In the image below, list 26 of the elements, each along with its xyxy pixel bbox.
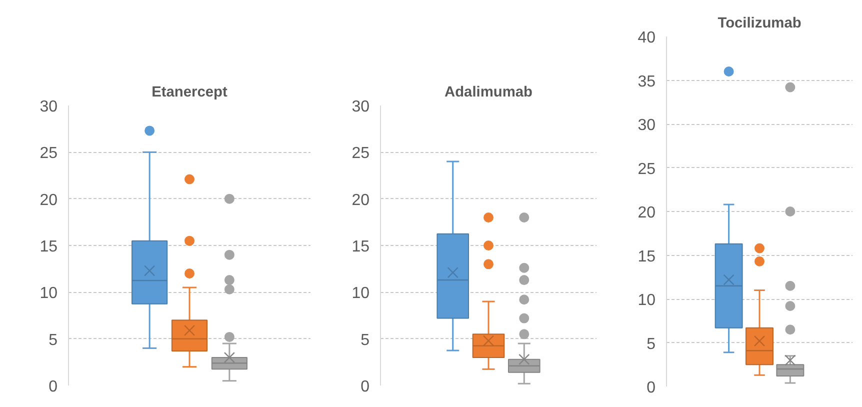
y-tick-label: 10 — [40, 285, 58, 302]
y-tick-label: 10 — [638, 292, 656, 309]
y-tick-label: 20 — [352, 192, 370, 209]
y-tick-label: 5 — [646, 336, 656, 353]
chart-title: Adalimumab — [444, 84, 533, 100]
y-tick-label: 35 — [638, 73, 656, 90]
y-tick-label: 15 — [352, 238, 370, 256]
y-tick-label: 15 — [40, 238, 58, 256]
y-tick-label: 20 — [638, 204, 656, 222]
y-tick-label: 5 — [48, 332, 58, 349]
chart-title: Etanercept — [152, 84, 228, 100]
y-tick-label: 25 — [638, 160, 656, 178]
y-tick-label: 30 — [40, 98, 58, 116]
y-tick-label: 15 — [638, 248, 656, 266]
y-tick-label: 5 — [360, 332, 370, 349]
y-tick-label: 0 — [48, 378, 58, 396]
y-tick-label: 30 — [352, 98, 370, 116]
y-tick-label: 40 — [638, 30, 656, 46]
y-tick-label: 30 — [638, 117, 656, 134]
y-tick-label: 10 — [352, 285, 370, 302]
y-tick-label: 20 — [40, 192, 58, 209]
chart-title: Tocilizumab — [718, 16, 802, 32]
y-tick-label: 0 — [360, 378, 370, 396]
y-tick-label: 0 — [646, 380, 656, 396]
y-tick-label: 25 — [352, 145, 370, 162]
y-tick-label: 25 — [40, 145, 58, 162]
